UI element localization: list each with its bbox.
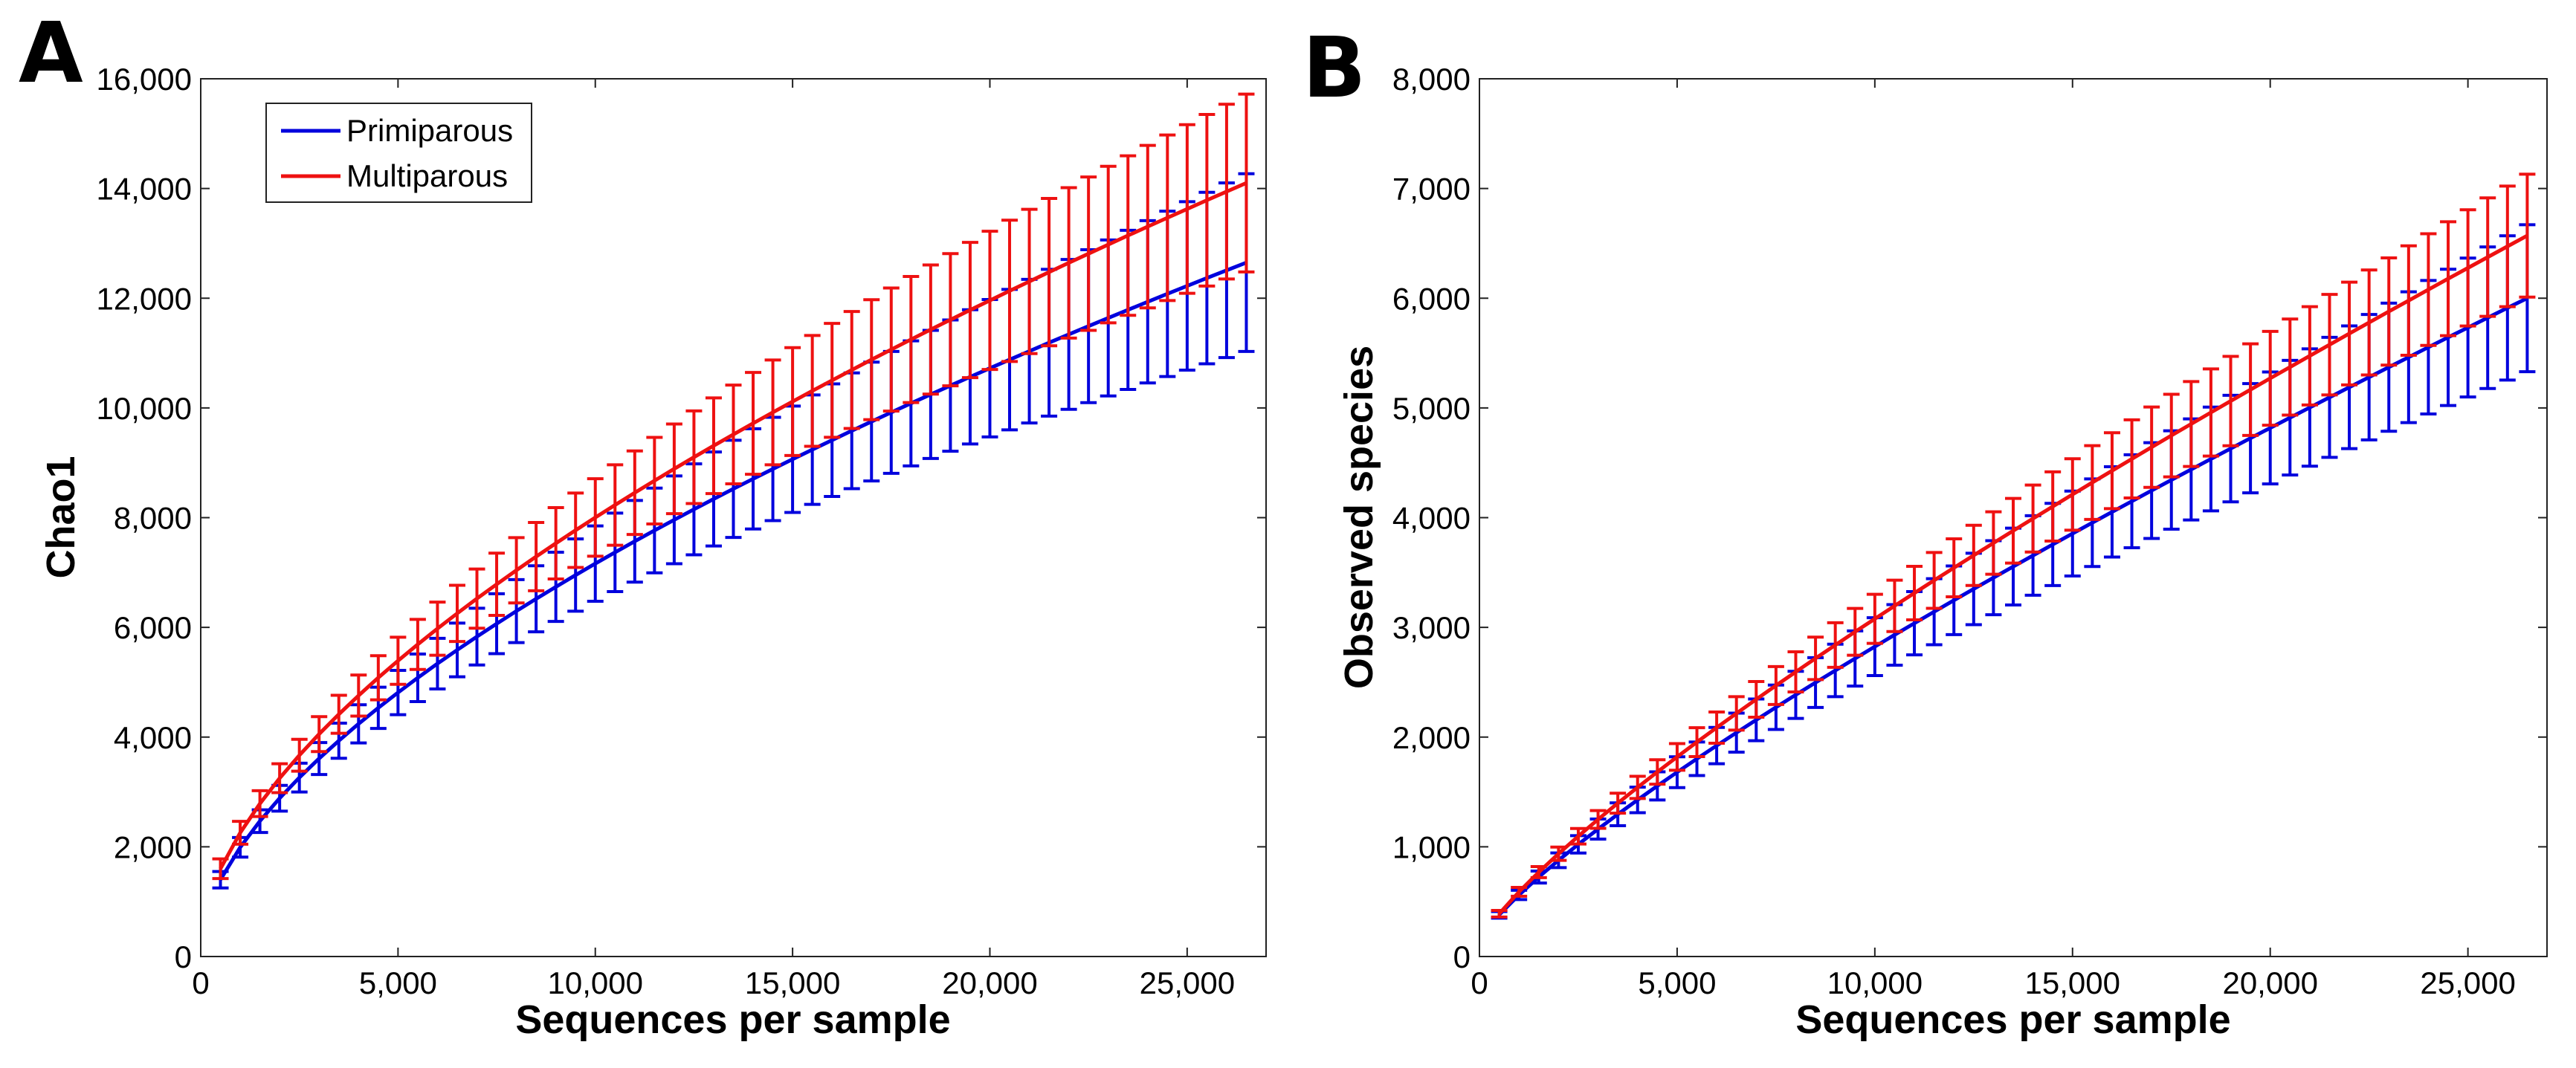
y-tick-label: 12,000 [97,281,192,316]
y-tick-label: 6,000 [114,610,192,645]
y-tick-label: 1,000 [1392,829,1471,864]
y-tick-label: 0 [1453,939,1471,974]
chart-panel-a: A 0 2,000 4,000 6,000 8,000 10,000 12,000 14,00… [19,5,1267,1042]
series-line-primiparous [219,260,1247,881]
legend-label-multiparous: Multiparous [346,158,508,193]
series-line-multiparous [1497,233,2528,916]
y-axis-ticks-a: 0 2,000 4,000 6,000 8,000 10,000 12,000 14,000 1… [97,62,1266,974]
x-tick-label: 25,000 [1140,965,1235,1000]
y-tick-label: 8,000 [114,501,192,536]
chart-panel-b: B 0 1,000 2,000 3,000 4,000 5,000 6,000 7,000 8,… [1302,20,2548,1042]
x-tick-label: 0 [192,965,209,1000]
y-tick-label: 8,000 [1392,62,1471,97]
series-layer-b [1491,172,2536,920]
y-tick-label: 4,000 [114,720,192,755]
x-tick-label: 15,000 [745,965,840,1000]
x-tick-label: 5,000 [359,965,437,1000]
x-axis-label-b: Sequences per sample [1795,997,2230,1042]
panel-label-a: A [19,5,83,102]
x-axis-ticks-b: 0 5,000 10,000 15,000 20,000 25,000 [1471,79,2516,1000]
x-tick-label: 20,000 [2222,965,2317,1000]
x-tick-label: 5,000 [1638,965,1716,1000]
y-tick-label: 4,000 [1392,501,1471,536]
x-tick-label: 10,000 [548,965,643,1000]
legend-box [265,103,532,203]
y-tick-label: 16,000 [97,62,192,97]
y-tick-label: 10,000 [97,391,192,426]
y-axis-label-b: Observed species [1337,346,1381,689]
panel-label-b: B [1302,20,1366,117]
y-tick-label: 0 [175,939,192,974]
y-tick-label: 6,000 [1392,281,1471,316]
y-tick-label: 2,000 [114,829,192,864]
y-tick-label: 7,000 [1392,172,1471,207]
series-line-multiparous [219,181,1247,870]
y-tick-label: 3,000 [1392,610,1471,645]
legend: Primiparous Multiparous [265,103,532,203]
x-axis-ticks-a: 0 5,000 10,000 15,000 20,000 25,000 [192,79,1235,1000]
x-axis-label-a: Sequences per sample [515,997,950,1042]
x-tick-label: 0 [1471,965,1488,1000]
y-axis-label-a: Chao1 [39,456,83,578]
y-tick-label: 14,000 [97,172,192,207]
y-tick-label: 2,000 [1392,720,1471,755]
legend-label-primiparous: Primiparous [346,113,513,148]
x-tick-label: 10,000 [1827,965,1923,1000]
y-tick-label: 5,000 [1392,391,1471,426]
series-multiparous-b [1491,172,2536,919]
series-layer-a [212,92,1255,890]
series-multiparous-a [212,92,1255,881]
x-tick-label: 20,000 [942,965,1037,1000]
x-tick-label: 15,000 [2025,965,2120,1000]
y-axis-ticks-b: 0 1,000 2,000 3,000 4,000 5,000 6,000 7,000 8,00… [1392,62,2547,974]
x-tick-label: 25,000 [2420,965,2515,1000]
